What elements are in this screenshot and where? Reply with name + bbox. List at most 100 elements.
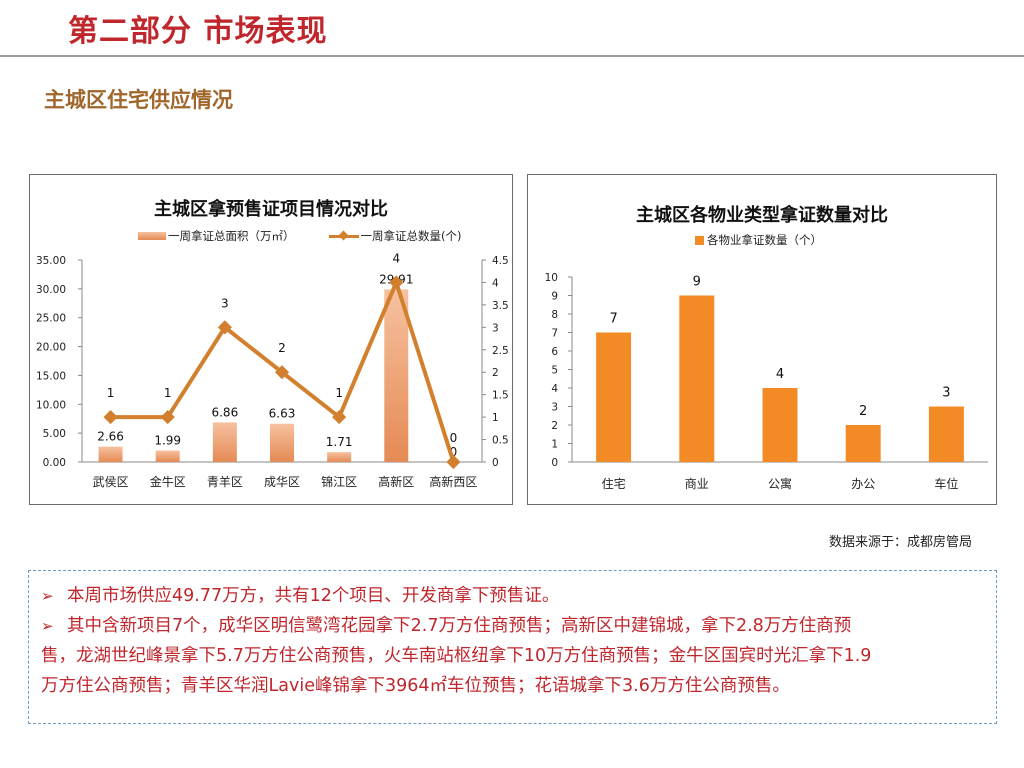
y-tick-label-left: 20.00 [36, 342, 66, 354]
y-tick-label-left: 35.00 [36, 255, 66, 267]
line-data-label: 4 [392, 251, 400, 265]
x-tick-label: 商业 [685, 476, 709, 491]
x-tick-label: 成华区 [264, 475, 300, 489]
chart2-legend: 各物业拿证数量（个） [695, 232, 822, 248]
y-tick-label-right: 0 [492, 457, 499, 469]
x-tick-label: 住宅 [602, 476, 626, 491]
bar [679, 295, 715, 462]
y-tick-label: 2 [551, 420, 558, 432]
summary-text-1: 本周市场供应49.77万方，共有12个项目、开发商拿下预售证。 [67, 586, 560, 606]
chart1-plot: 0.005.0010.0015.0020.0025.0030.0035.0000… [36, 251, 509, 489]
y-tick-label: 5 [551, 365, 558, 377]
legend-count-label: 一周拿证总数量(个) [360, 229, 462, 243]
y-tick-label: 10 [545, 272, 558, 284]
bar-data-label: 0 [450, 445, 458, 459]
summary-line-4: 万方住公商预售；青羊区华润Lavie峰锦拿下3964㎡车位预售；花语城拿下3.6… [41, 676, 790, 696]
summary-line-2: ➢ 其中含新项目7个，成华区明信鹭湾花园拿下2.7万方住商预售；高新区中建锦城，拿… [41, 611, 984, 641]
bar-data-label: 1.99 [154, 434, 181, 448]
legend-line-swatch [328, 231, 359, 241]
chart1-legend: 一周拿证总面积（万㎡） 一周拿证总数量(个) [138, 228, 461, 244]
chart2-title: 主城区各物业类型拿证数量对比 [636, 205, 888, 226]
y-tick-label-right: 1 [492, 412, 499, 424]
y-tick-label-left: 10.00 [36, 399, 66, 411]
bar [155, 450, 180, 462]
line-point [446, 454, 461, 470]
bar [327, 452, 352, 462]
y-tick-label: 8 [551, 309, 558, 321]
chart-property-type-comparison: 主城区各物业类型拿证数量对比 各物业拿证数量（个） 0 1 2 3 4 5 6 7 8 9 10 7 住… [527, 174, 997, 505]
x-tick-label: 公寓 [768, 476, 792, 491]
x-tick-label: 锦江区 [321, 475, 357, 489]
chart2-plot: 0 1 2 3 4 5 6 7 8 9 10 7 住宅 9 商业 4 公寓 2 办公 3 车位 [545, 272, 988, 491]
y-tick-label-right: 3.5 [492, 300, 509, 312]
y-tick-label-right: 0.5 [492, 435, 509, 447]
line-point [332, 410, 347, 425]
x-tick-label: 青羊区 [207, 474, 243, 489]
bar-data-label: 4 [776, 367, 784, 382]
legend-area-label: 一周拿证总面积（万㎡） [168, 229, 295, 243]
y-tick-label: 3 [551, 402, 558, 414]
title-divider [0, 55, 1024, 57]
line-point [274, 365, 290, 380]
legend-bar-swatch [138, 232, 166, 240]
bar [928, 406, 964, 462]
legend-swatch [695, 235, 704, 245]
bar-data-label: 6.86 [211, 405, 238, 419]
bar-data-label: 7 [609, 312, 617, 327]
x-tick-label: 车位 [934, 476, 958, 491]
bullet-arrow-icon: ➢ [41, 617, 54, 635]
y-tick-label-left: 0.00 [43, 457, 66, 469]
summary-text-2: 其中含新项目7个，成华区明信鹭湾花园拿下2.7万方住商预售；高新区中建锦城，拿下… [67, 616, 852, 636]
summary-box: ➢ 本周市场供应49.77万方，共有12个项目、开发商拿下预售证。 ➢ 其中含新项目… [28, 570, 997, 724]
page-title: 第二部分 市场表现 [68, 14, 328, 49]
bar-data-label: 2 [859, 404, 867, 419]
y-tick-label: 0 [551, 457, 558, 469]
y-tick-label-left: 25.00 [36, 313, 66, 325]
line-data-label: 1 [107, 386, 115, 400]
legend-label: 各物业拿证数量（个） [707, 233, 822, 247]
data-source-note: 数据来源于：成都房管局 [828, 535, 972, 550]
summary-line-3: 售，龙湖世纪峰景拿下5.7万方住公商预售，火车南站枢纽拿下10万方住商预售；金牛… [41, 646, 872, 666]
line-point [389, 275, 404, 290]
y-tick-label: 7 [551, 328, 558, 340]
line-data-label: 2 [278, 341, 286, 355]
y-tick-label-right: 3 [492, 322, 499, 334]
y-tick-label-right: 2 [492, 367, 499, 379]
y-tick-label: 6 [551, 346, 558, 358]
bar-data-label: 9 [693, 275, 701, 290]
bullet-arrow-icon: ➢ [41, 587, 54, 605]
bar-data-label: 3 [942, 386, 950, 401]
bar [384, 289, 409, 462]
bar-data-label: 2.66 [97, 430, 124, 444]
chart1-title: 主城区拿预售证项目情况对比 [154, 199, 388, 220]
line-point [103, 410, 118, 425]
y-tick-label: 1 [551, 439, 558, 451]
bar [596, 332, 632, 462]
y-tick-label: 9 [551, 291, 558, 303]
bar-data-label: 1.71 [326, 435, 353, 449]
bar [762, 388, 798, 462]
x-tick-label: 武侯区 [93, 475, 129, 489]
y-tick-label-left: 5.00 [43, 428, 66, 440]
chart-presale-comparison: 主城区拿预售证项目情况对比 一周拿证总面积（万㎡） 一周拿证总数量(个) 0.0… [29, 174, 513, 505]
x-tick-label: 高新区 [378, 474, 414, 489]
y-tick-label-left: 30.00 [36, 284, 66, 296]
y-tick-label: 4 [551, 383, 558, 395]
y-tick-label-right: 2.5 [492, 345, 509, 357]
x-tick-label: 办公 [851, 476, 875, 491]
x-tick-label: 高新西区 [429, 474, 477, 489]
bar-data-label: 6.63 [269, 407, 296, 421]
bar [845, 425, 881, 462]
bar [270, 423, 294, 462]
y-tick-label-right: 1.5 [492, 390, 509, 402]
line-point [217, 320, 232, 335]
line-data-label: 3 [221, 296, 229, 310]
line-data-label: 1 [335, 386, 343, 400]
y-tick-label-right: 4 [492, 277, 499, 289]
line-data-label: 0 [450, 431, 458, 445]
y-tick-label-right: 4.5 [492, 255, 509, 267]
x-tick-label: 金牛区 [150, 474, 186, 489]
bar [212, 422, 237, 462]
line-point [160, 410, 175, 425]
y-tick-label-left: 15.00 [36, 370, 66, 382]
